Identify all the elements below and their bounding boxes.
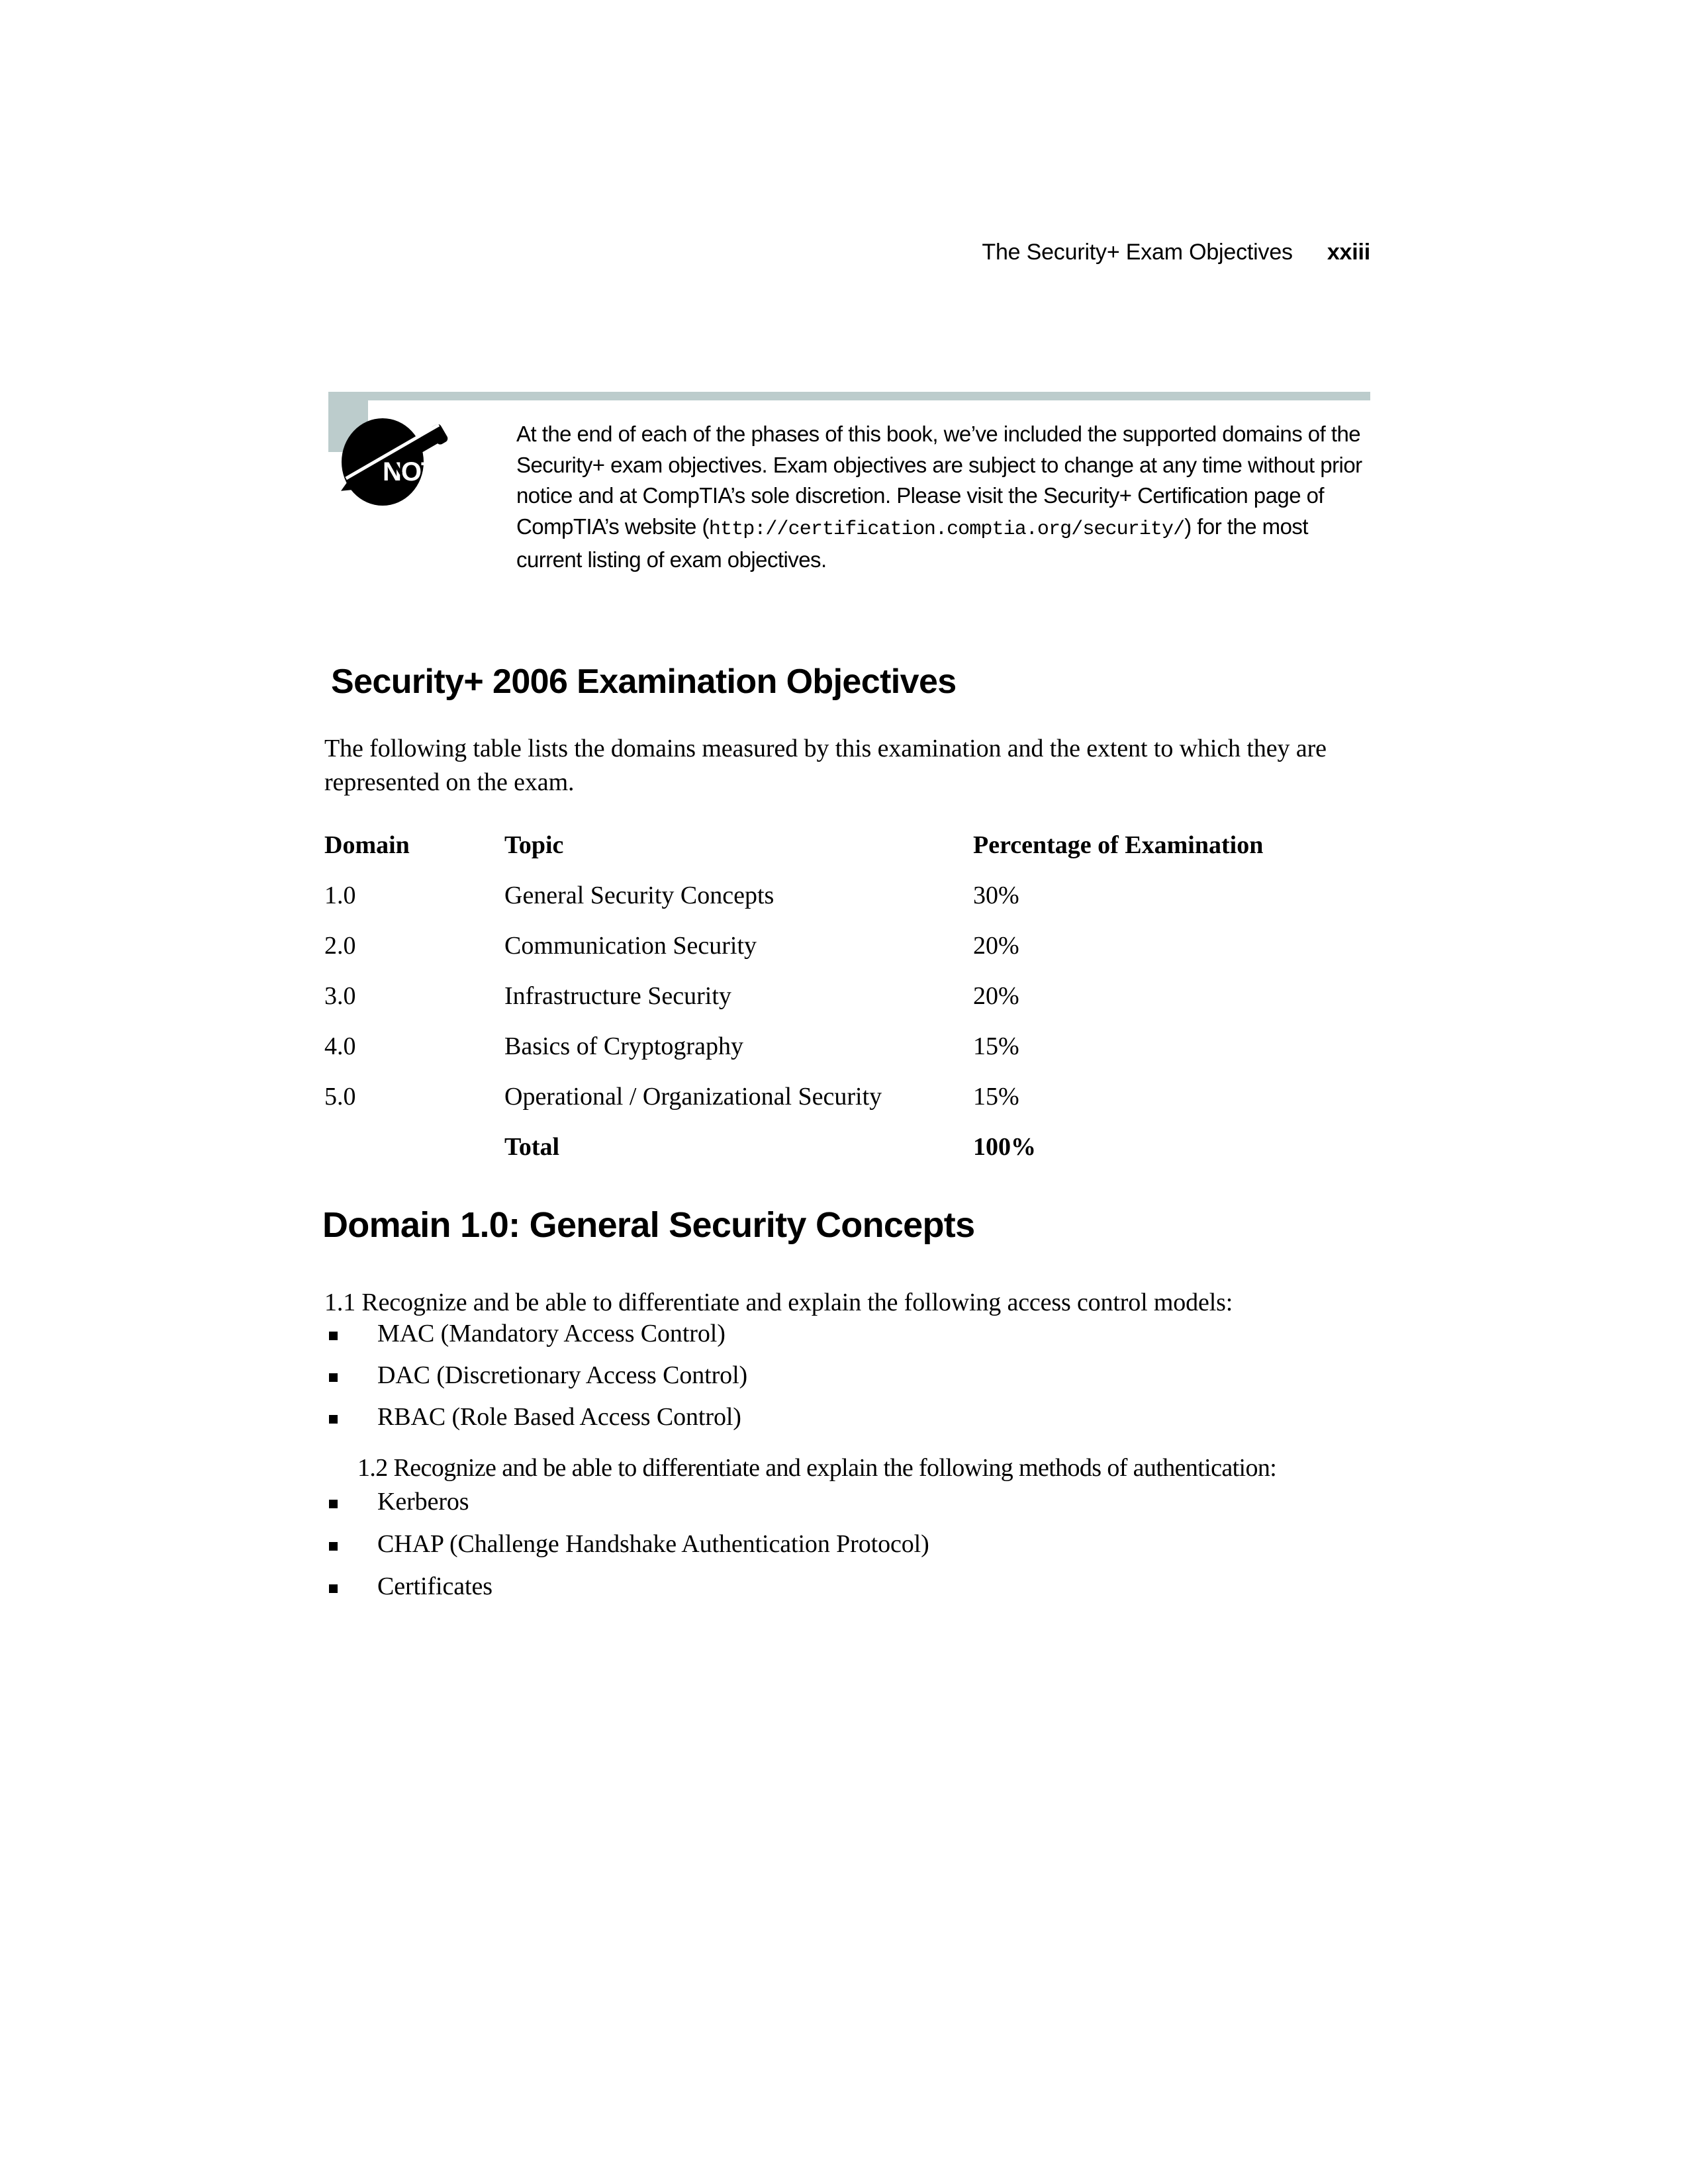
cell-total-percentage: 100% [973,1133,1036,1161]
cell-percentage: 30% [973,882,1019,909]
column-header-percentage: Percentage of Examination [973,831,1264,859]
cell-domain: 3.0 [324,982,356,1010]
cell-topic: Basics of Cryptography [504,1032,743,1060]
note-url: http://certification.comptia.org/securit… [708,518,1185,541]
table-row: 1.0 General Security Concepts 30% [324,881,1374,931]
bullet-square-icon [329,1415,338,1424]
note-top-rule [328,392,1370,400]
list-item-label: CHAP (Challenge Handshake Authentication… [377,1530,929,1558]
cell-percentage: 15% [973,1083,1019,1111]
bullet-square-icon [329,1542,338,1551]
list-item-label: DAC (Discretionary Access Control) [377,1361,748,1389]
objective-1-2-text: 1.2 Recognize and be able to differentia… [357,1454,1277,1482]
cell-topic: Infrastructure Security [504,982,731,1010]
cell-topic: General Security Concepts [504,882,774,909]
note-text: At the end of each of the phases of this… [516,419,1372,576]
cell-domain: 5.0 [324,1083,356,1111]
column-header-domain: Domain [324,831,410,859]
note-icon: NOTE [328,410,455,510]
header-title: The Security+ Exam Objectives [982,240,1293,265]
cell-domain: 2.0 [324,932,356,960]
table-row: 3.0 Infrastructure Security 20% [324,981,1374,1032]
cell-percentage: 15% [973,1032,1019,1060]
bullet-square-icon [329,1332,338,1340]
page-number: xxiii [1327,240,1370,265]
note-text-part2: ) for the most current listing of exam o… [516,514,1309,572]
bullet-square-icon [329,1500,338,1508]
column-header-topic: Topic [504,831,564,859]
running-header: The Security+ Exam Objectives xxiii [0,240,1370,265]
section-heading: Security+ 2006 Examination Objectives [331,662,957,701]
list-item-label: MAC (Mandatory Access Control) [377,1320,726,1347]
table-row: 4.0 Basics of Cryptography 15% [324,1032,1374,1082]
list-item-label: Kerberos [377,1488,469,1516]
objectives-table: Domain Topic Percentage of Examination 1… [324,831,1374,1183]
cell-total-label: Total [504,1133,560,1161]
cell-percentage: 20% [973,982,1019,1010]
list-item-label: Certificates [377,1572,492,1600]
objective-1-1-text: 1.1 Recognize and be able to differentia… [324,1289,1233,1316]
cell-percentage: 20% [973,932,1019,960]
cell-topic: Communication Security [504,932,757,960]
bullet-square-icon [329,1373,338,1382]
table-header-row: Domain Topic Percentage of Examination [324,831,1374,881]
table-row: 2.0 Communication Security 20% [324,931,1374,981]
domain-heading: Domain 1.0: General Security Concepts [322,1205,975,1245]
bullet-square-icon [329,1584,338,1593]
table-row: 5.0 Operational / Organizational Securit… [324,1082,1374,1132]
cell-topic: Operational / Organizational Security [504,1083,882,1111]
list-item-label: RBAC (Role Based Access Control) [377,1403,741,1431]
cell-domain: 1.0 [324,882,356,909]
cell-domain: 4.0 [324,1032,356,1060]
section-intro-paragraph: The following table lists the domains me… [324,735,1327,796]
table-total-row: Total 100% [324,1132,1374,1183]
note-text-part1: At the end of each of the phases of this… [516,422,1362,539]
